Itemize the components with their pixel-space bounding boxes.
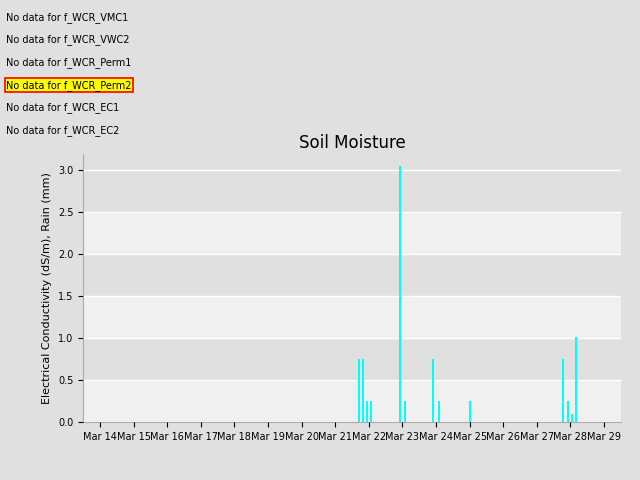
Bar: [83, 254, 621, 296]
Bar: [572, 414, 573, 422]
Bar: [468, 401, 470, 422]
Title: Soil Moisture: Soil Moisture: [299, 134, 405, 152]
Bar: [362, 360, 364, 422]
Y-axis label: Electrical Conductivity (dS/m), Rain (mm): Electrical Conductivity (dS/m), Rain (mm…: [42, 172, 52, 404]
Text: No data for f_WCR_VWC2: No data for f_WCR_VWC2: [6, 35, 130, 46]
Bar: [562, 360, 564, 422]
Bar: [367, 401, 369, 422]
Text: No data for f_WCR_VMC1: No data for f_WCR_VMC1: [6, 12, 129, 23]
Bar: [566, 401, 569, 422]
Bar: [358, 360, 360, 422]
Bar: [371, 401, 372, 422]
Bar: [399, 166, 401, 422]
Bar: [575, 337, 577, 422]
Bar: [83, 296, 621, 338]
Bar: [83, 170, 621, 212]
Bar: [438, 401, 440, 422]
Bar: [83, 338, 621, 380]
Bar: [404, 401, 406, 422]
Text: No data for f_WCR_EC2: No data for f_WCR_EC2: [6, 125, 120, 136]
Text: No data for f_WCR_EC1: No data for f_WCR_EC1: [6, 102, 120, 113]
Bar: [83, 380, 621, 422]
Text: No data for f_WCR_Perm1: No data for f_WCR_Perm1: [6, 57, 132, 68]
Bar: [431, 360, 434, 422]
Text: No data for f_WCR_Perm2: No data for f_WCR_Perm2: [6, 80, 132, 91]
Bar: [83, 212, 621, 254]
